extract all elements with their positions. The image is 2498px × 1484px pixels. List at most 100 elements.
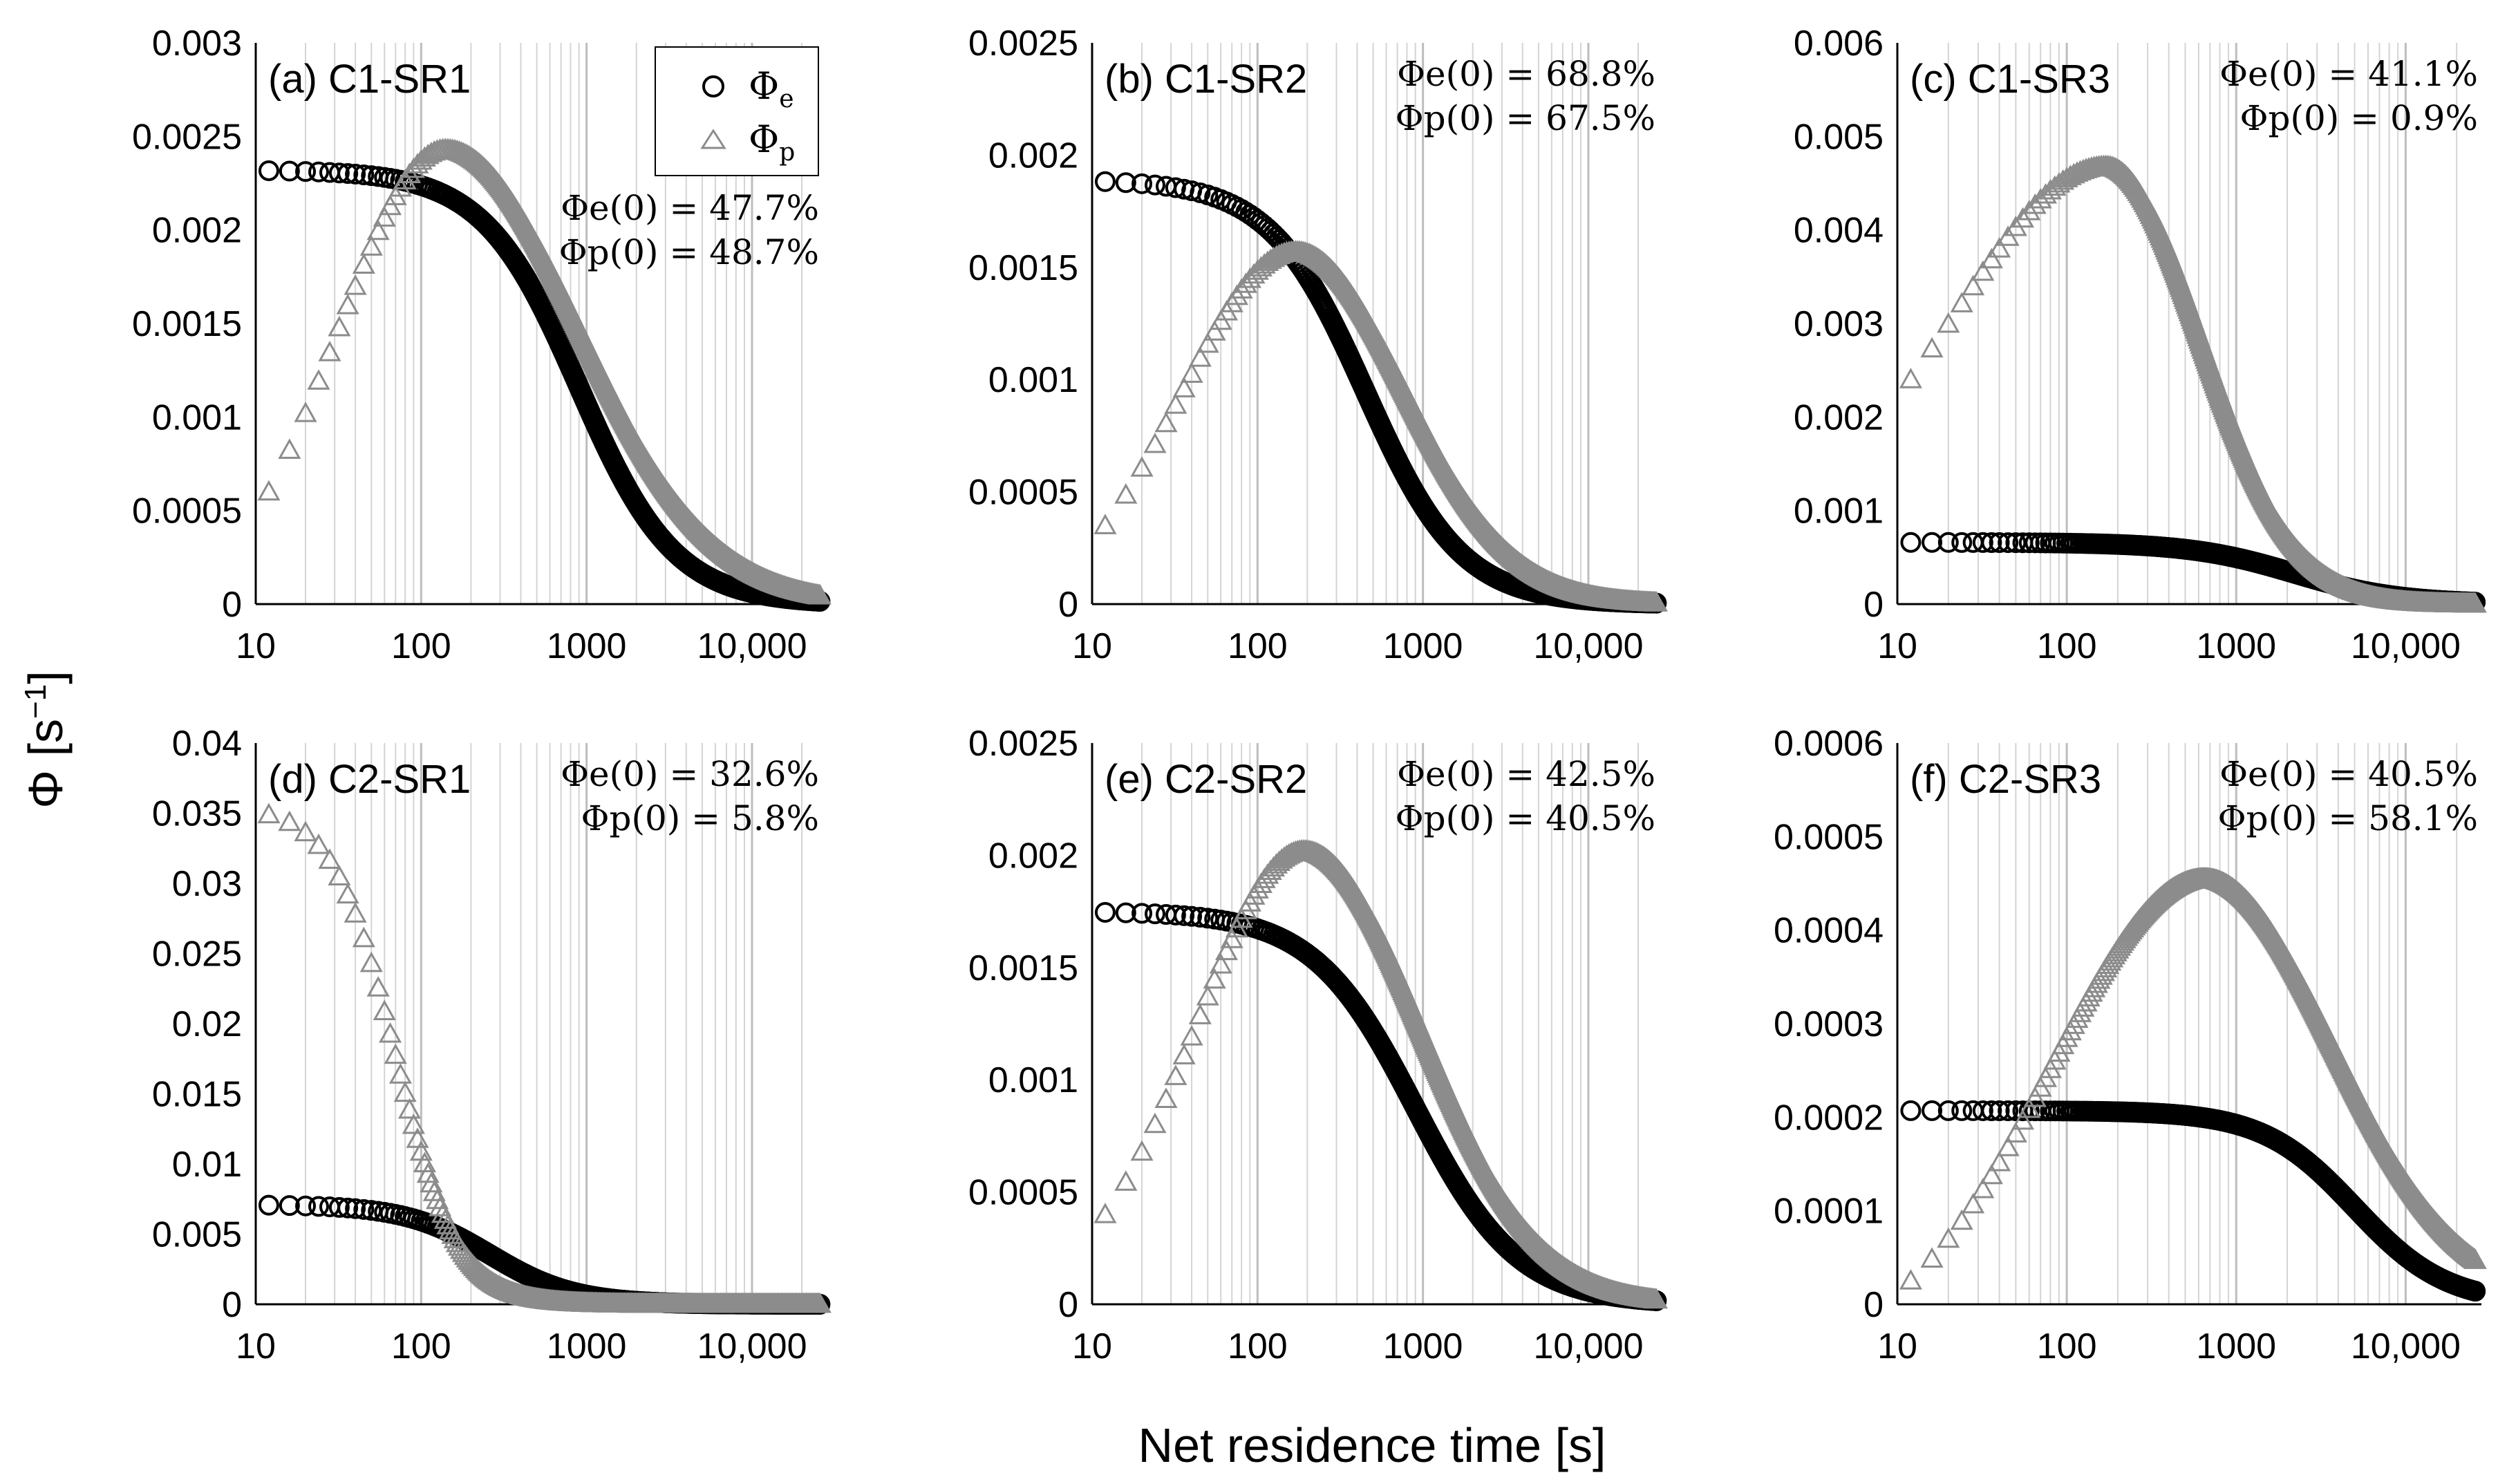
phi-p-point bbox=[1180, 362, 1203, 383]
y-tick-label: 0.03 bbox=[172, 864, 242, 904]
x-tick-label: 100 bbox=[391, 1326, 451, 1366]
phi-e-point bbox=[337, 1197, 359, 1219]
phi-p-point bbox=[1143, 432, 1167, 453]
y-tick-label: 0.02 bbox=[172, 1004, 242, 1044]
phi-p-point bbox=[1899, 368, 1922, 388]
phi-p-point bbox=[336, 883, 359, 904]
y-tick-label: 0 bbox=[1058, 1285, 1078, 1325]
x-tick-label: 10 bbox=[1072, 626, 1112, 666]
y-tick-label: 0.002 bbox=[988, 836, 1078, 876]
phi-p-point bbox=[425, 1188, 449, 1210]
phi-p-point bbox=[352, 926, 375, 948]
x-tick-label: 10 bbox=[1877, 626, 1917, 666]
x-tick-label: 1000 bbox=[2196, 1326, 2276, 1366]
phi-p-point bbox=[307, 833, 330, 854]
phi-e-point bbox=[353, 1199, 375, 1220]
x-tick-label: 100 bbox=[2037, 626, 2097, 666]
y-tick-label: 0.015 bbox=[152, 1075, 242, 1115]
x-tick-label: 10 bbox=[1072, 1326, 1112, 1366]
y-tick-label: 0.002 bbox=[1794, 397, 1884, 438]
phi-p-point bbox=[1950, 292, 1973, 312]
phi-e-point bbox=[1094, 171, 1116, 192]
y-tick-label: 0.0005 bbox=[968, 473, 1078, 513]
x-tick-label: 10,000 bbox=[2351, 1326, 2461, 1366]
x-tick-label: 10,000 bbox=[697, 1326, 807, 1366]
phi-e-point bbox=[258, 1194, 279, 1216]
phi-p-point bbox=[373, 206, 396, 227]
phi-p-point bbox=[808, 583, 832, 605]
y-tick-label: 0.01 bbox=[172, 1145, 242, 1185]
phi-e-point bbox=[1981, 532, 2002, 553]
phi-e-point bbox=[1131, 173, 1153, 194]
panel-title: (e) C2-SR2 bbox=[1105, 757, 1307, 802]
phi-p-point bbox=[1937, 312, 1960, 333]
phi-e-point bbox=[1900, 1100, 1922, 1121]
x-tick-label: 10,000 bbox=[1533, 1326, 1643, 1366]
phi-p-point bbox=[1996, 225, 2020, 246]
phi-e-point bbox=[279, 160, 300, 182]
phi-p-point bbox=[384, 1043, 407, 1064]
x-tick-label: 1000 bbox=[1383, 1326, 1463, 1366]
panel-title: (d) C2-SR1 bbox=[268, 757, 471, 802]
y-tick-label: 0.0005 bbox=[968, 1173, 1078, 1213]
y-tick-label: 0.004 bbox=[1794, 211, 1884, 251]
phi-e-point bbox=[1094, 901, 1116, 923]
phi-p-point bbox=[2011, 207, 2035, 228]
phi-p-point bbox=[328, 865, 351, 886]
phi-p-point bbox=[294, 820, 317, 842]
phi-e-point bbox=[353, 164, 375, 185]
y-tick-label: 0.0025 bbox=[968, 24, 1078, 64]
phi-p-point bbox=[359, 235, 383, 256]
phi-e-point bbox=[337, 163, 359, 185]
phi-e-point bbox=[258, 160, 279, 182]
phi-p-point bbox=[1154, 1087, 1178, 1108]
phi-p-point bbox=[1242, 263, 1266, 284]
phi-e-point bbox=[295, 161, 317, 182]
phi-e-point bbox=[295, 1195, 317, 1217]
phi-p-point bbox=[257, 480, 281, 501]
phi-e-point bbox=[1922, 532, 1943, 553]
x-tick-label: 10,000 bbox=[2351, 626, 2461, 666]
annotation-text: Φp(0) = 67.5% bbox=[1396, 98, 1655, 138]
phi-p-point bbox=[393, 1081, 417, 1102]
phi-p-point bbox=[378, 194, 402, 216]
phi-e-point bbox=[328, 162, 350, 184]
phi-p-point bbox=[1920, 337, 1944, 358]
phi-p-point bbox=[328, 315, 351, 337]
phi-p-point bbox=[1093, 514, 1117, 534]
x-tick-label: 1000 bbox=[2196, 626, 2276, 666]
phi-p-point bbox=[307, 369, 330, 390]
y-tick-label: 0.0025 bbox=[968, 724, 1078, 764]
phi-p-point bbox=[1143, 1112, 1167, 1134]
y-tick-label: 0.002 bbox=[988, 135, 1078, 176]
y-tick-label: 0.005 bbox=[1794, 117, 1884, 157]
x-tick-label: 100 bbox=[1228, 1326, 1288, 1366]
y-tick-label: 0.001 bbox=[988, 1060, 1078, 1100]
y-tick-label: 0.003 bbox=[1794, 304, 1884, 344]
phi-p-point bbox=[1980, 247, 2003, 269]
phi-e-point bbox=[308, 1196, 329, 1217]
y-tick-label: 0.005 bbox=[152, 1215, 242, 1255]
x-tick-label: 10,000 bbox=[697, 626, 807, 666]
phi-p-point bbox=[366, 976, 390, 997]
phi-p-point bbox=[318, 341, 341, 361]
panel-e: 0 0.0005 0.001 0.0015 0.002 0.0025 10 100 1000 10… bbox=[968, 724, 1668, 1366]
phi-p-point bbox=[1154, 411, 1178, 433]
x-tick-label: 100 bbox=[2037, 1326, 2097, 1366]
phi-e-point bbox=[1144, 174, 1165, 196]
annotation-text: Φp(0) = 40.5% bbox=[1396, 798, 1655, 838]
phi-e-point bbox=[345, 1198, 366, 1219]
y-tick-label: 0.0015 bbox=[968, 948, 1078, 988]
phi-p-point bbox=[1188, 1004, 1212, 1024]
y-tick-label: 0 bbox=[1058, 585, 1078, 625]
phi-e-point bbox=[345, 163, 366, 185]
phi-e-point bbox=[2025, 532, 2046, 554]
x-tick-label: 10 bbox=[236, 626, 276, 666]
y-tick-label: 0.025 bbox=[152, 934, 242, 975]
y-tick-label: 0.0005 bbox=[132, 491, 242, 532]
